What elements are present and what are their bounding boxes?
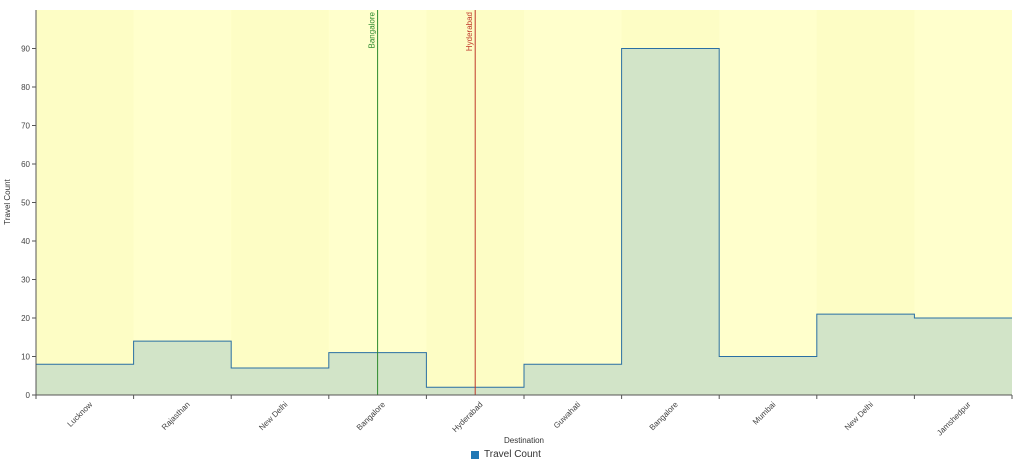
legend-swatch <box>471 450 479 459</box>
y-axis-title: Travel Count <box>3 178 12 224</box>
y-tick-label: 30 <box>21 276 30 285</box>
y-tick-label: 40 <box>21 237 30 246</box>
x-tick-label: Bangalore <box>355 400 388 433</box>
plot-band <box>36 10 134 395</box>
x-axis-title: Destination <box>504 436 544 445</box>
x-tick-label: Hyderabad <box>451 400 485 434</box>
x-tick-label: Rajasthan <box>160 400 192 432</box>
plot-band <box>231 10 329 395</box>
y-tick-label: 60 <box>21 160 30 169</box>
y-tick-label: 10 <box>21 353 30 362</box>
legend: Travel Count <box>471 449 541 460</box>
annotation-label: Hyderabad <box>465 12 474 51</box>
x-tick-label: New Delhi <box>843 400 875 432</box>
y-tick-label: 0 <box>26 391 31 400</box>
y-tick-label: 50 <box>21 199 30 208</box>
annotation-layer: Bangalore Hyderabad <box>368 10 476 395</box>
annotation-label: Bangalore <box>368 11 377 48</box>
x-tick-label: Lucknow <box>66 400 95 429</box>
x-tick-label: Jamshedpur <box>935 400 973 438</box>
area-line <box>36 48 1012 388</box>
x-tick-label: Mumbai <box>751 400 778 427</box>
area-layer <box>36 48 1012 395</box>
legend-label: Travel Count <box>484 449 541 460</box>
y-tick-label: 70 <box>21 122 30 131</box>
y-tick-label: 80 <box>21 83 30 92</box>
y-tick-label: 90 <box>21 45 30 54</box>
x-tick-label: New Delhi <box>257 400 289 432</box>
x-tick-label: Bangalore <box>648 400 681 433</box>
x-tick-label: Guwahati <box>552 400 582 430</box>
y-tick-label: 20 <box>21 314 30 323</box>
